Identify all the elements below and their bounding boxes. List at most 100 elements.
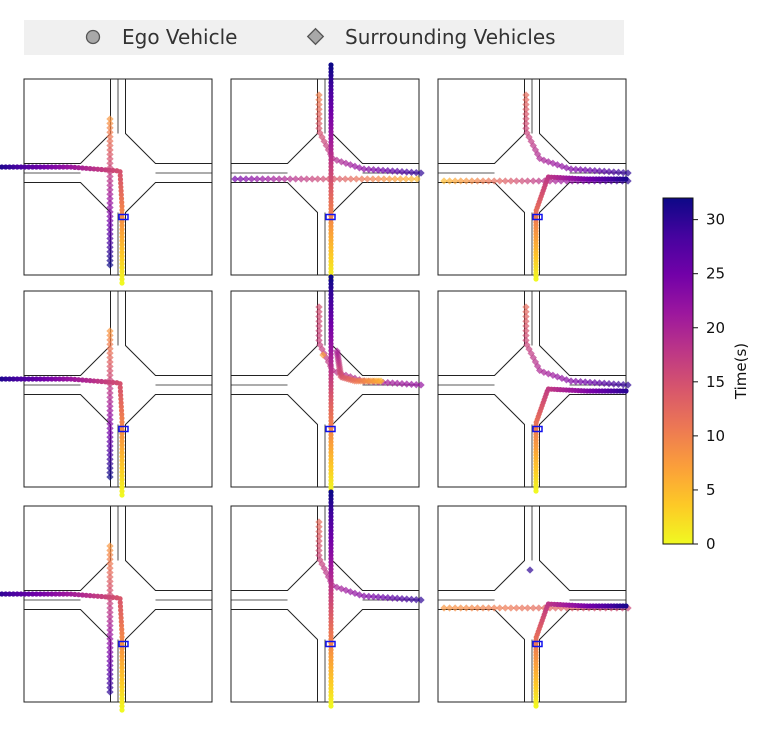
surrounding-vehicle-point (106, 225, 114, 234)
surrounding-vehicle-point (106, 389, 114, 397)
road-edges (438, 79, 626, 275)
ego-start-box (118, 425, 129, 433)
intersection-panel (0, 505, 213, 713)
ego-vehicle-point (26, 164, 32, 170)
ego-vehicle-point (56, 376, 63, 382)
ego-vehicle-point (110, 167, 116, 174)
ego-vehicle-point (119, 430, 125, 437)
ego-vehicle-point (41, 376, 47, 382)
surrounding-vehicle-point (106, 429, 114, 437)
ego-vehicle-point (98, 166, 105, 173)
ego-vehicle-point (0, 376, 5, 382)
ego-vehicle-point (52, 164, 59, 170)
surrounding-vehicle-point (451, 177, 459, 185)
ego-vehicle-point (45, 164, 51, 170)
ego-vehicle-point (623, 176, 629, 182)
ego-vehicle-point (52, 591, 59, 597)
ego-vehicle-point (119, 661, 125, 667)
ego-vehicle-point (95, 593, 101, 599)
ego-vehicle-point (72, 376, 78, 382)
ego-vehicle-point (52, 376, 59, 382)
ego-vehicle-point (79, 165, 86, 171)
ego-vehicle-point (26, 591, 32, 597)
colorbar-tick-label: 15 (706, 373, 725, 391)
ego-vehicle-point (22, 591, 28, 597)
ego-vehicle-point (29, 591, 36, 597)
ego-vehicle-point (6, 376, 13, 382)
intersection-panel (0, 290, 213, 498)
ego-vehicle-point (119, 703, 125, 709)
ego-vehicle-point (119, 442, 125, 448)
ego-vehicle-point (118, 622, 125, 629)
ego-vehicle-point (117, 603, 124, 609)
ego-vehicle-point (68, 164, 74, 170)
ego-vehicle-point (14, 376, 20, 382)
ego-vehicle-point (64, 376, 70, 382)
surrounding-vehicle-point (413, 175, 421, 183)
ego-vehicle-point (119, 669, 125, 675)
ego-vehicle-point (119, 268, 125, 275)
ego-vehicle-point (119, 665, 125, 671)
intersection-panel (230, 489, 425, 709)
surrounding-vehicle-point (106, 327, 114, 335)
surrounding-vehicle-point (106, 639, 114, 648)
ego-vehicle-point (60, 164, 66, 170)
ego-vehicle-point (119, 245, 125, 252)
ego-vehicle-point (119, 699, 125, 705)
ego-vehicle-point (29, 376, 36, 382)
surrounding-vehicle-point (417, 169, 425, 177)
colorbar-tick-label: 30 (706, 211, 725, 229)
ego-vehicle-point (117, 176, 124, 182)
ego-vehicle-point (118, 396, 124, 402)
ego-vehicle-point (119, 680, 125, 686)
surrounding-vehicle-point (315, 322, 323, 330)
ego-vehicle-point (0, 164, 5, 170)
intersection-panel (230, 274, 425, 494)
lane-divider (438, 291, 626, 487)
lane-divider (24, 79, 212, 275)
ego-vehicle-point (118, 611, 124, 617)
colorbar-tick-label: 20 (706, 319, 725, 337)
surrounding-vehicle-point (380, 175, 388, 183)
ego-vehicle-point (623, 603, 629, 609)
surrounding-vehicle-point (106, 248, 114, 256)
ego-vehicle-point (119, 411, 125, 417)
surrounding-vehicle-point (106, 261, 114, 269)
ego-vehicle-point (119, 684, 125, 690)
ego-vehicle-point (33, 376, 39, 382)
surrounding-vehicle-point (106, 212, 114, 221)
surrounding-vehicle-point (315, 303, 323, 311)
ego-vehicle-point (33, 591, 39, 597)
ego-vehicle-point (102, 379, 108, 385)
ego-vehicle-point (79, 592, 86, 598)
surrounding-vehicle-point (315, 96, 323, 104)
ego-vehicle-point (64, 164, 70, 170)
surrounding-vehicle-point (369, 593, 378, 601)
ego-vehicle-point (119, 450, 125, 456)
surrounding-vehicle-point (106, 371, 114, 379)
ego-vehicle-point (72, 591, 78, 597)
ego-vehicle-point (0, 377, 1, 381)
ego-vehicle-point (49, 376, 55, 382)
ego-vehicle-point (119, 473, 125, 479)
ego-vehicle-point (119, 446, 125, 452)
ego-start-box (532, 213, 543, 221)
surrounding-vehicle-point (614, 168, 623, 177)
intersection-panel (437, 505, 632, 709)
surrounding-vehicle-point (106, 442, 114, 450)
ego-vehicle-point (119, 688, 125, 694)
ego-vehicle-point (3, 164, 9, 170)
ego-vehicle-point (3, 376, 9, 382)
ego-vehicle-point (10, 376, 16, 382)
ego-vehicle-point (22, 164, 28, 170)
ego-vehicle-point (119, 492, 125, 498)
ego-vehicle-point (98, 593, 105, 600)
ego-vehicle-point (119, 645, 125, 652)
ego-vehicle-point (56, 591, 63, 597)
ego-vehicle-point (119, 257, 125, 263)
lane-divider (24, 506, 212, 702)
ego-legend-marker-icon (85, 29, 101, 45)
ego-vehicle-point (68, 591, 74, 597)
ego-vehicle-point (119, 480, 125, 487)
